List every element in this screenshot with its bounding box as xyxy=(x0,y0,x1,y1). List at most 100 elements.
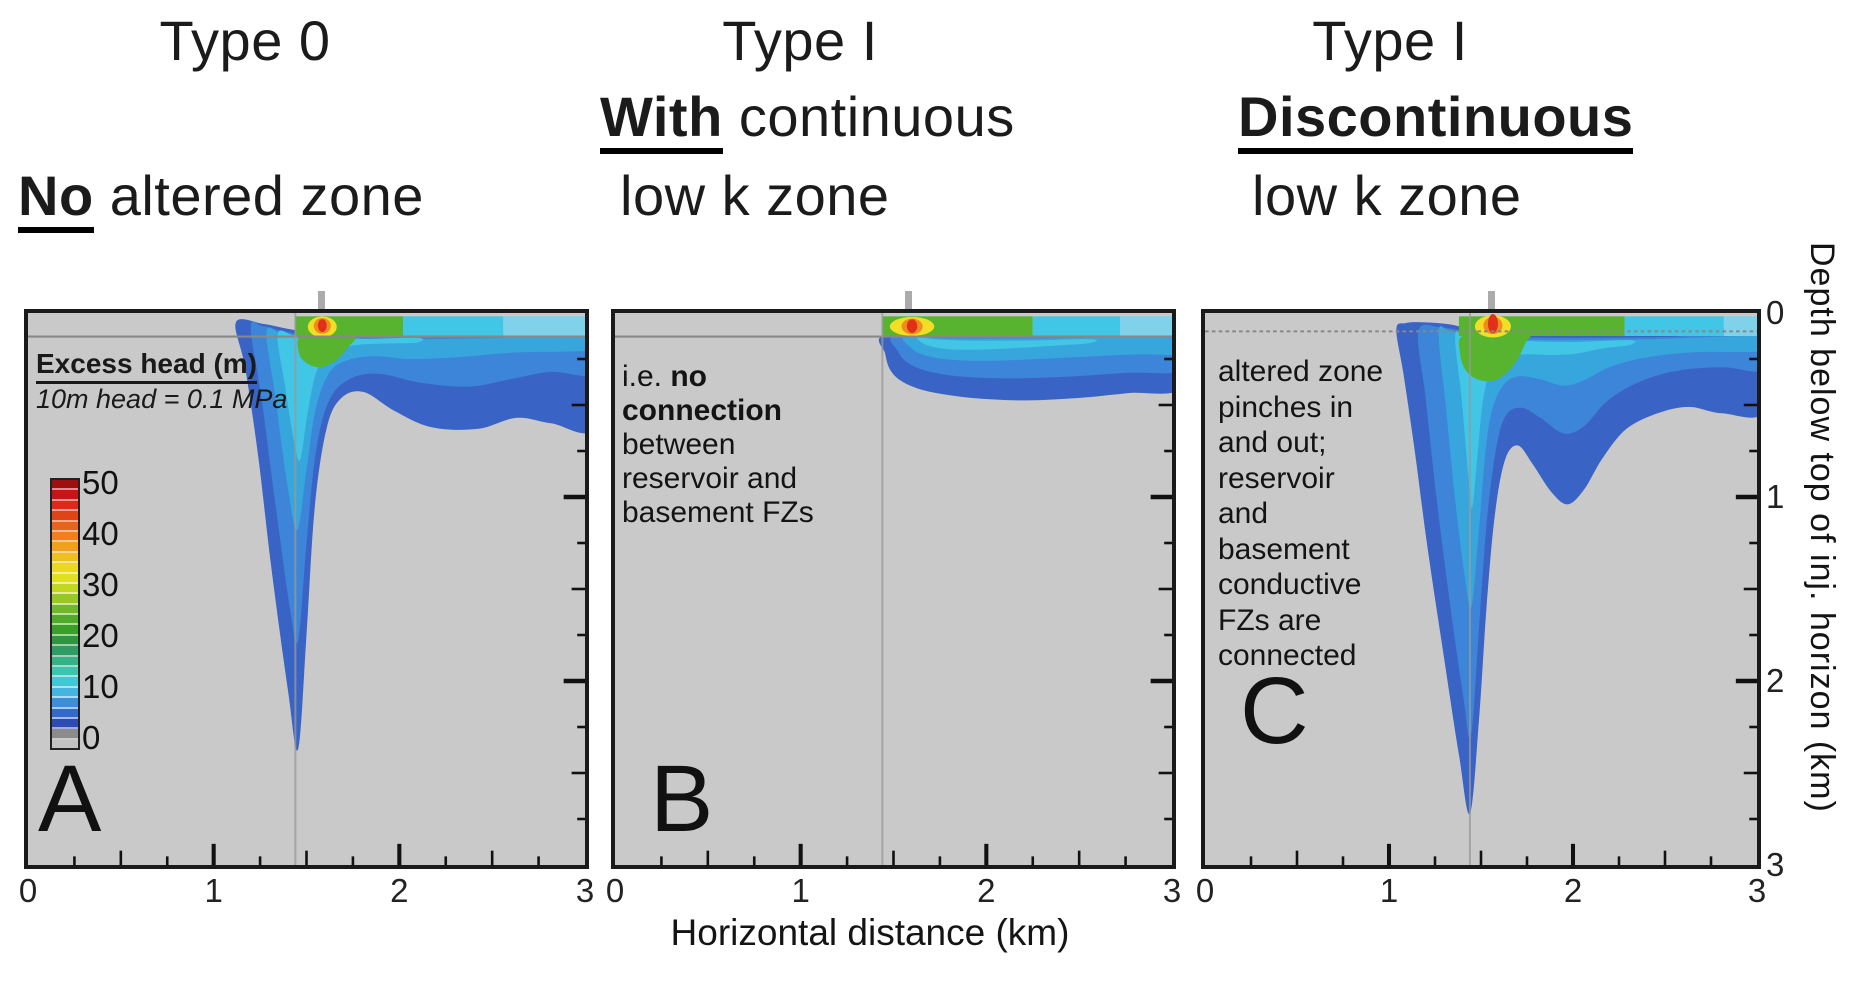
x-axis-title: Horizontal distance (km) xyxy=(670,912,1070,953)
panel-b-annotation: i.e. no connection between reservoir and bas… xyxy=(622,360,892,530)
column-1-title-row-1: Type 0 xyxy=(95,8,395,73)
colorbar-tick-label-40: 40 xyxy=(82,515,119,552)
annotation-segment: FZs are xyxy=(1218,603,1322,637)
title-segment: Type 0 xyxy=(159,9,331,72)
colorbar-tick-label-20: 20 xyxy=(82,617,119,654)
panel-c-plot xyxy=(1201,309,1761,869)
colorbar-stripe-18 xyxy=(52,656,78,668)
colorbar-stripe-26 xyxy=(52,739,78,749)
panel-b-note-line-3: between xyxy=(622,428,892,462)
x-tick-label-b-0: 0 xyxy=(605,872,625,909)
horizon-strip-b-20m xyxy=(1032,316,1121,337)
colorbar-stripe-15 xyxy=(52,625,78,636)
panel-b-note-line-5: basement FZs xyxy=(622,496,892,530)
colorbar-stripe-17 xyxy=(52,646,78,657)
panel-c-note-line-3: and out; xyxy=(1218,425,1488,461)
colorbar-stripe-19 xyxy=(52,667,78,678)
panel-c-note-line-7: conductive xyxy=(1218,567,1488,603)
colorbar-stripe-8 xyxy=(52,552,78,564)
panel-letter-b: B xyxy=(650,746,714,852)
annotation-segment: no xyxy=(670,360,708,393)
x-tick-label-c-2: 2 xyxy=(1563,872,1583,909)
colorbar-stripe-5 xyxy=(52,521,78,532)
colorbar-stripe-25 xyxy=(52,729,78,740)
colorbar-tick-label-0: 0 xyxy=(82,719,101,756)
panel-c-note-line-8: FZs are xyxy=(1218,603,1488,639)
horizon-strip-a-20m xyxy=(403,316,504,337)
panel-c-note-line-1: altered zone xyxy=(1218,354,1488,390)
panel-c-annotation: altered zone pinches in and out; reservoir a… xyxy=(1218,354,1488,674)
colorbar-stripe-4 xyxy=(52,511,78,522)
annotation-segment: and out; xyxy=(1218,426,1327,459)
panel-b-note-line-2: connection xyxy=(622,394,892,428)
colorbar-stripe-13 xyxy=(52,604,78,616)
panel-a-canvas xyxy=(28,313,585,865)
panel-c-note-line-2: pinches in xyxy=(1218,390,1488,426)
column-1-title-row-3: No altered zone xyxy=(18,163,424,233)
column-2-title-row-1: Type I xyxy=(650,8,950,73)
annotation-segment: reservoir xyxy=(1218,461,1335,495)
panel-c-note-line-5: and xyxy=(1218,496,1488,532)
panel-b-canvas xyxy=(615,313,1172,865)
panel-a-plot xyxy=(24,309,589,869)
contour-a-2m xyxy=(235,319,585,751)
x-tick-label-c-1: 1 xyxy=(1379,872,1399,909)
colorbar-stripe-16 xyxy=(52,635,78,647)
column-3-title-row-3: low k zone xyxy=(1252,163,1522,228)
x-tick-label-a-2: 2 xyxy=(390,872,409,909)
y-tick-label-1: 1 xyxy=(1766,478,1785,515)
column-3-title-row-1: Type I xyxy=(1240,8,1540,73)
panel-c-note-line-4: reservoir xyxy=(1218,461,1488,497)
title-segment: Discontinuous xyxy=(1238,85,1634,154)
horizon-strip-c-20m xyxy=(1624,316,1724,336)
colorbar-stripe-10 xyxy=(52,573,78,584)
annotation-segment: pinches in xyxy=(1218,390,1354,424)
x-tick-label-a-3: 3 xyxy=(575,872,595,909)
horizon-strip-a-12m xyxy=(503,316,585,337)
x-tick-label-c-0: 0 xyxy=(1195,872,1215,909)
title-segment: No xyxy=(18,164,94,233)
title-segment: Type I xyxy=(722,9,878,72)
x-tick-label-b-2: 2 xyxy=(977,872,996,909)
annotation-segment: conductive xyxy=(1218,568,1362,601)
panel-c-canvas xyxy=(1205,313,1757,865)
annotation-segment: i.e. xyxy=(622,360,671,393)
panel-c-note-line-9: connected xyxy=(1218,638,1488,674)
x-tick-label-a-0: 0 xyxy=(18,872,38,909)
contour-c-30m xyxy=(1458,334,1531,382)
colorbar xyxy=(50,478,80,750)
horizon-strip-b-12m xyxy=(1120,316,1172,337)
panel-c-note-line-6: basement xyxy=(1218,532,1488,568)
panel-letter-c: C xyxy=(1240,658,1309,764)
annotation-segment: connected xyxy=(1218,639,1357,672)
injection-marker-tick-a xyxy=(318,291,325,309)
legend-note: 10m head = 0.1 MPa xyxy=(36,384,288,414)
injection-marker-tick-c xyxy=(1488,291,1495,309)
x-tick-label-b-1: 1 xyxy=(791,872,810,909)
colorbar-stripe-20 xyxy=(52,677,78,688)
title-segment: low k zone xyxy=(620,164,890,227)
annotation-segment: between xyxy=(622,428,736,461)
colorbar-stripe-22 xyxy=(52,698,78,709)
panel-b-note-line-4: reservoir and xyxy=(622,462,892,496)
y-tick-label-3: 3 xyxy=(1766,846,1785,883)
colorbar-stripe-11 xyxy=(52,583,78,595)
colorbar-stripe-2 xyxy=(52,490,78,501)
x-tick-label-c-3: 3 xyxy=(1747,872,1767,909)
title-segment: continuous xyxy=(722,85,1015,148)
title-segment: Type I xyxy=(1312,9,1468,72)
annotation-segment: basement FZs xyxy=(622,496,814,529)
column-2-title-row-3: low k zone xyxy=(620,163,890,228)
title-segment: altered zone xyxy=(93,164,424,227)
colorbar-stripe-9 xyxy=(52,563,78,574)
colorbar-stripe-21 xyxy=(52,687,78,699)
colorbar-stripe-3 xyxy=(52,500,78,512)
injection-spot-b-50m xyxy=(906,319,918,333)
y-tick-label-0: 0 xyxy=(1766,294,1785,331)
contour-a-30m xyxy=(297,334,356,368)
contour-b-18m xyxy=(916,336,1097,350)
legend-title: Excess head (m) xyxy=(36,348,257,384)
title-segment: With xyxy=(600,85,723,154)
annotation-segment: basement xyxy=(1218,532,1350,566)
x-tick-label-a-1: 1 xyxy=(204,872,223,909)
